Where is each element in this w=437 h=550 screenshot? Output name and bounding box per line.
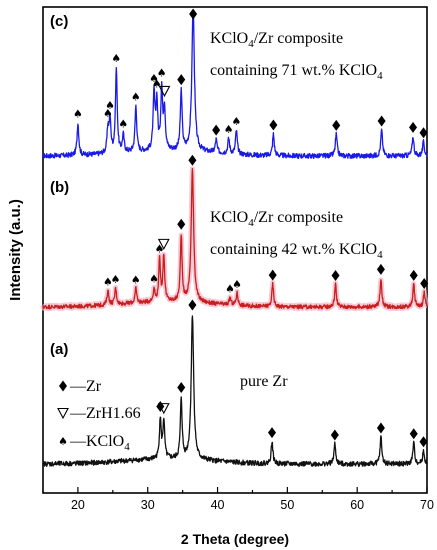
kclo4-spade-icon: ♠ — [58, 435, 68, 448]
kclo4-spade-icon: ♠ — [224, 123, 234, 136]
x-tick-label: 30 — [141, 498, 155, 512]
zr-diamond-icon — [331, 270, 340, 282]
kclo4-spade-icon: ♠ — [111, 273, 121, 286]
kclo4-spade-icon: ♠ — [231, 115, 241, 128]
kclo4-spade-icon: ♠ — [111, 52, 121, 65]
zr-diamond-icon — [409, 428, 418, 440]
zr-diamond-icon — [330, 429, 339, 441]
annot-sub: 4 — [248, 38, 254, 50]
zr-diamond-icon — [59, 380, 67, 392]
legend-dash: — — [69, 405, 87, 422]
panel-label: (a) — [50, 341, 68, 358]
legend-item: —Zr — [69, 378, 102, 395]
zr-diamond-icon — [268, 427, 277, 439]
series-annotation-line2: containing 42 wt.% KClO4 — [210, 241, 383, 261]
series-annotation-line1: KClO4/Zr composite — [210, 209, 343, 229]
zr-diamond-icon — [188, 154, 197, 166]
kclo4-spade-icon: ♠ — [155, 243, 165, 256]
series-line — [42, 10, 428, 159]
kclo4-spade-icon: ♠ — [103, 275, 113, 288]
zr-diamond-icon — [189, 8, 198, 20]
zrh-triangle-icon — [158, 85, 171, 98]
zr-diamond-icon — [409, 269, 418, 281]
legend-item: —KClO4 — [69, 433, 130, 453]
panel-label: (c) — [50, 13, 68, 30]
series-line — [42, 168, 428, 310]
series-annotation: pure Zr — [240, 373, 288, 390]
zr-diamond-icon — [377, 115, 386, 127]
series-2: (a) pure Zr — [42, 299, 428, 467]
legend-dash: — — [69, 433, 87, 450]
annot-sub: 4 — [377, 70, 383, 82]
annot-containing: containing 42 wt.% KClO — [210, 241, 377, 258]
annot-sub: 4 — [248, 217, 254, 229]
series-annotation-line2: containing 71 wt.% KClO4 — [210, 62, 383, 82]
kclo4-spade-icon: ♠ — [152, 77, 162, 90]
series-annotation-line1: KClO4/Zr composite — [210, 30, 343, 50]
zr-diamond-icon — [419, 436, 428, 448]
annot-rest: /Zr composite — [254, 209, 343, 226]
x-tick-label: 70 — [420, 498, 434, 512]
zr-diamond-icon — [376, 422, 385, 434]
panel-label: (b) — [50, 179, 69, 196]
y-axis-title: Intensity (a.u.) — [7, 199, 24, 301]
series-line — [42, 315, 428, 467]
x-tick-label: 40 — [211, 498, 225, 512]
zr-diamond-icon — [212, 124, 221, 136]
annot-kclo: KClO — [210, 209, 248, 226]
kclo4-spade-icon: ♠ — [131, 90, 141, 103]
legend-label: Zr — [86, 378, 102, 395]
zr-diamond-icon — [177, 74, 186, 86]
kclo4-spade-icon: ♠ — [105, 99, 115, 112]
x-tick-label: 20 — [71, 498, 85, 512]
kclo4-spade-icon: ♠ — [157, 66, 167, 79]
x-axis-title: 2 Theta (degree) — [181, 531, 289, 547]
legend-dash: — — [69, 378, 87, 395]
plot-frame — [42, 6, 428, 494]
kclo4-spade-icon: ♠ — [225, 282, 235, 295]
zr-diamond-icon — [376, 263, 385, 275]
zr-diamond-icon — [332, 119, 341, 131]
zr-diamond-icon — [268, 269, 277, 281]
zr-diamond-icon — [188, 299, 197, 311]
kclo4-spade-icon: ♠ — [232, 278, 242, 291]
zrh-triangle-icon — [57, 407, 69, 420]
legend-sub: 4 — [124, 441, 130, 453]
legend-label: ZrH1.66 — [86, 405, 141, 422]
zrh-triangle-icon — [157, 238, 170, 251]
kclo4-spade-icon: ♠ — [73, 108, 83, 121]
annot-rest: /Zr composite — [254, 30, 343, 47]
x-tick-label: 60 — [350, 498, 364, 512]
annot-sub: 4 — [377, 249, 383, 261]
annot-kclo: KClO — [210, 30, 248, 47]
kclo4-spade-icon: ♠ — [131, 273, 141, 286]
legend-item: —ZrH1.66 — [69, 405, 141, 422]
annot-containing: containing 71 wt.% KClO — [210, 62, 377, 79]
series-0: ♠ ♠♠♠♠♠♠♠♠♠♠(c)KClO4/Zr compositecontaini… — [42, 8, 428, 159]
x-tick-label: 50 — [280, 498, 294, 512]
kclo4-spade-icon: ♠ — [103, 107, 113, 120]
zr-diamond-icon — [419, 127, 428, 139]
zrh-triangle-icon — [157, 403, 170, 415]
kclo4-spade-icon: ♠ — [149, 72, 159, 85]
zr-diamond-icon — [409, 121, 418, 133]
zr-diamond-icon — [177, 381, 186, 393]
kclo4-spade-icon: ♠ — [118, 118, 128, 131]
legend-label: KClO — [86, 433, 124, 450]
zr-diamond-icon — [177, 218, 186, 230]
legend: —Zr—ZrH1.66♠ —KClO4 — [57, 378, 141, 453]
zr-diamond-icon — [420, 277, 429, 289]
kclo4-spade-icon: ♠ — [149, 273, 159, 286]
zr-diamond-icon — [269, 119, 278, 131]
